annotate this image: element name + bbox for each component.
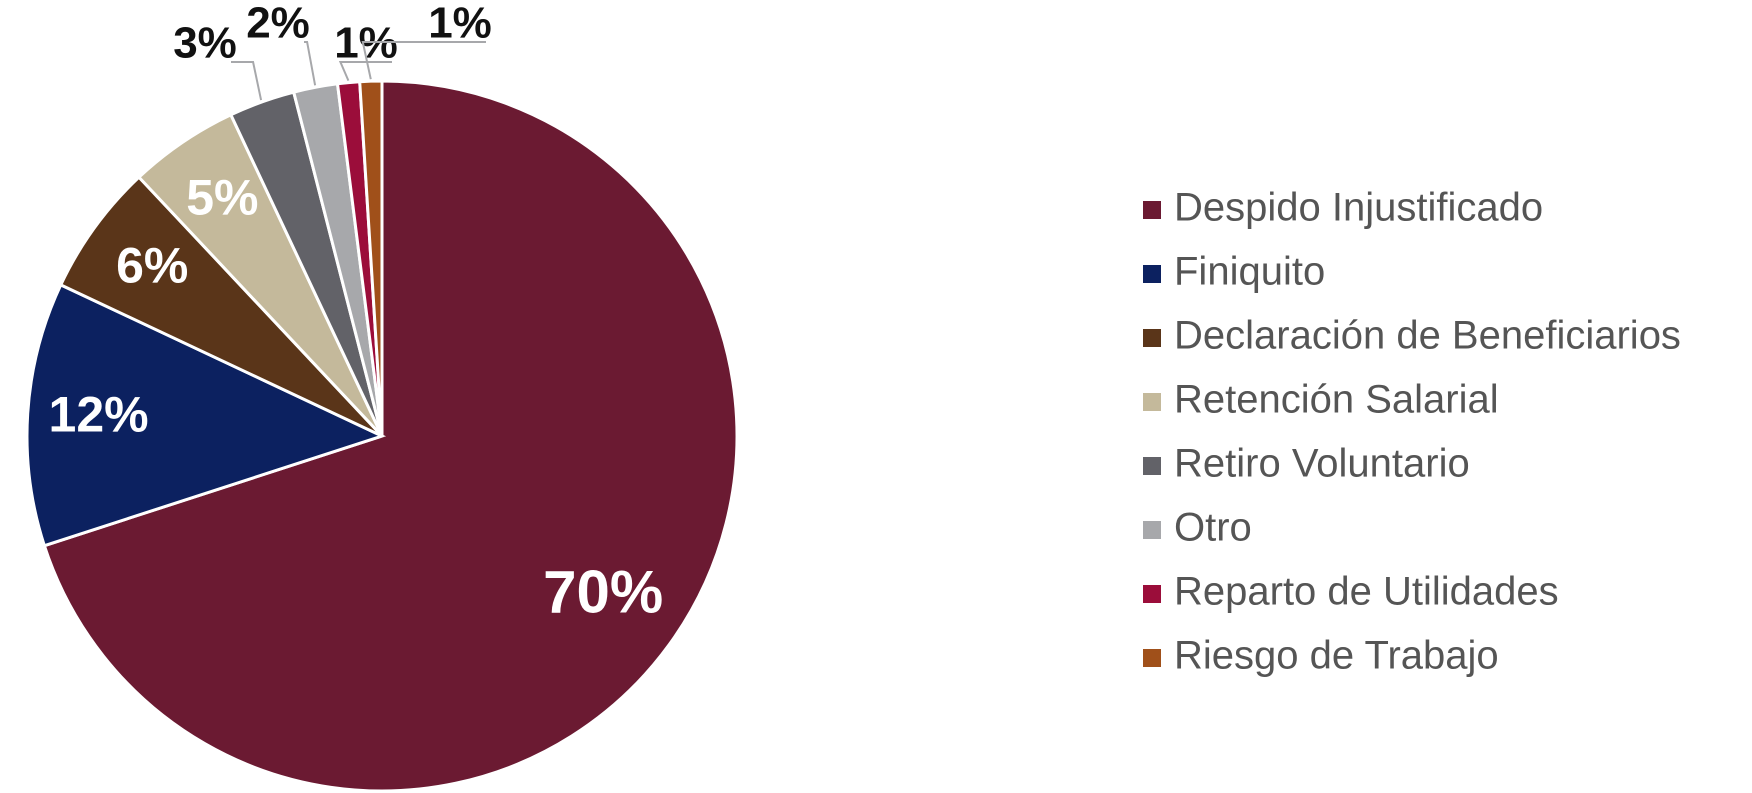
pie-slice [358, 79, 384, 437]
slice-label: 3% [173, 19, 237, 68]
leader-line [338, 61, 392, 81]
leader-line [361, 41, 486, 80]
legend-swatch [1143, 649, 1161, 667]
legend-swatch [1143, 201, 1161, 219]
legend-label: Despido Injustificado [1174, 186, 1543, 230]
legend-label: Otro [1174, 506, 1252, 550]
slice-label: 5% [186, 169, 258, 225]
slice-label: 12% [49, 386, 149, 442]
leader-line [304, 41, 317, 86]
legend-label: Riesgo de Trabajo [1174, 634, 1499, 678]
legend-label: Declaración de Beneficiarios [1174, 314, 1681, 358]
legend-label: Retiro Voluntario [1174, 442, 1470, 486]
slice-label: 6% [116, 237, 188, 293]
legend-label: Reparto de Utilidades [1174, 570, 1559, 614]
legend-label: Finiquito [1174, 250, 1325, 294]
slice-label: 70% [543, 559, 663, 626]
legend-swatch [1143, 585, 1161, 603]
pie-slice [25, 282, 387, 548]
pie-slice [42, 79, 739, 793]
legend-swatch [1143, 457, 1161, 475]
legend-swatch [1143, 521, 1161, 539]
pie-slice [58, 175, 384, 438]
leader-line [231, 61, 263, 101]
legend-label: Retención Salarial [1174, 378, 1499, 422]
legend-swatch [1143, 329, 1161, 347]
legend-swatch [1143, 393, 1161, 411]
legend-swatch [1143, 265, 1161, 283]
slice-label: 2% [246, 0, 310, 48]
slice-label: 1% [428, 0, 492, 48]
